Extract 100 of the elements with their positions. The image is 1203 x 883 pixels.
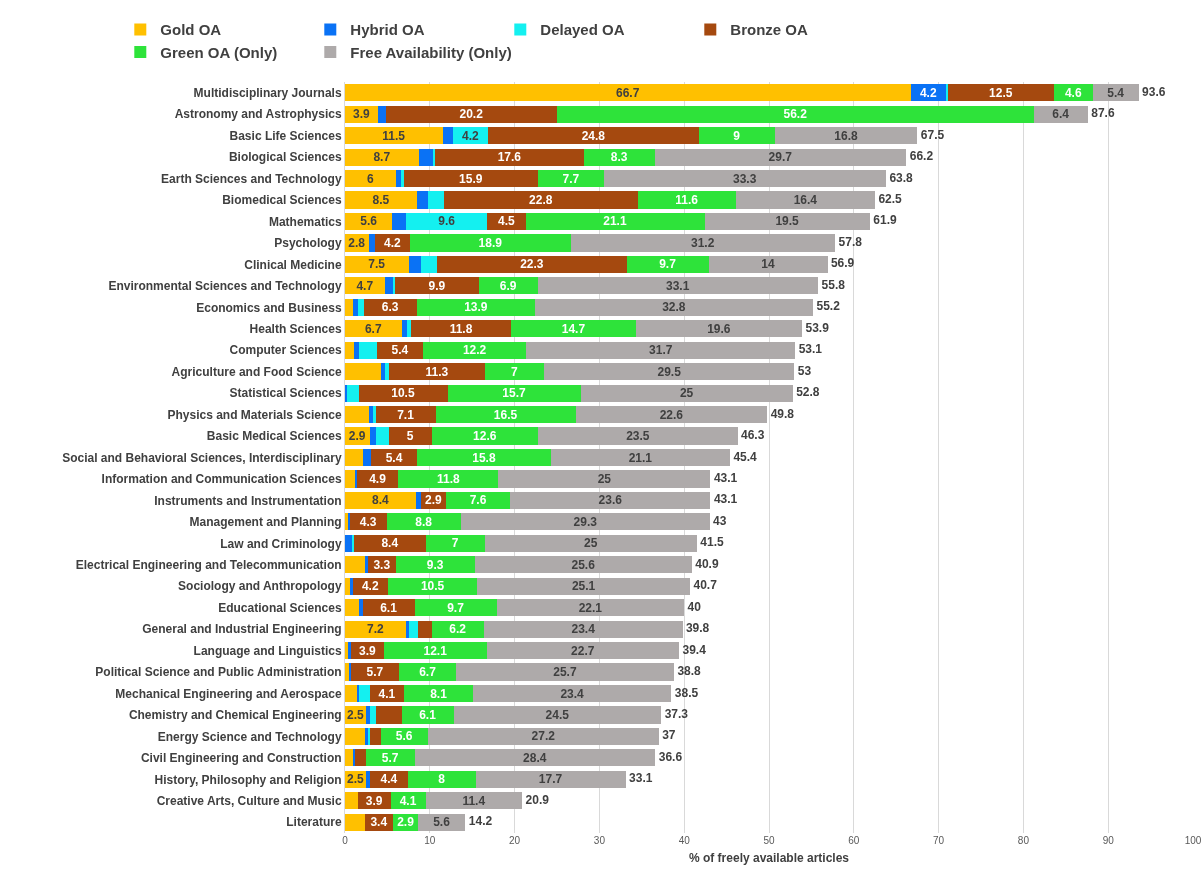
- data-label: 4.5: [498, 214, 516, 229]
- data-label: 22.3: [520, 257, 544, 272]
- bar: [414, 749, 656, 767]
- bar: [345, 255, 409, 273]
- bar: [345, 341, 355, 359]
- data-label: 33.3: [732, 171, 757, 186]
- bar: [510, 491, 711, 509]
- data-label: 16.4: [793, 193, 818, 208]
- bar: [345, 363, 381, 381]
- data-label: 4.1: [399, 793, 417, 808]
- data-label: 16.8: [834, 128, 859, 143]
- data-label: 2.9: [425, 493, 443, 508]
- total-label: 53.9: [805, 320, 830, 335]
- legend-label: Bronze OA: [730, 21, 808, 39]
- total-label: 45.4: [733, 449, 758, 464]
- total-label: 56.9: [830, 256, 855, 271]
- bar: [401, 320, 407, 338]
- bar: [414, 599, 497, 617]
- bar: [375, 427, 390, 445]
- bar: [708, 255, 828, 273]
- data-label: 9.9: [428, 278, 446, 293]
- x-tick-label: 10: [424, 835, 436, 846]
- data-label: 23.5: [626, 429, 650, 444]
- bar: [369, 427, 376, 445]
- bar: [654, 148, 907, 166]
- total-label: 39.8: [685, 621, 710, 636]
- y-tick-label: Psychology: [274, 236, 342, 251]
- data-label: 6.1: [419, 707, 437, 722]
- legend-label: Delayed OA: [540, 21, 625, 39]
- data-label: 5.4: [385, 450, 403, 465]
- data-label: 8.8: [415, 514, 433, 529]
- data-label: 5.7: [381, 750, 399, 765]
- bar: [453, 706, 662, 724]
- data-label: 33.1: [666, 278, 690, 293]
- data-label: 6.2: [449, 622, 467, 637]
- data-label: 4.6: [1064, 85, 1082, 100]
- bar: [475, 770, 626, 788]
- bar: [395, 277, 479, 295]
- x-tick-label: 40: [678, 835, 691, 846]
- bar: [428, 727, 659, 746]
- y-tick-label: Earth Sciences and Technology: [161, 171, 342, 186]
- data-label: 2.8: [348, 235, 366, 250]
- total-label: 38.8: [677, 664, 702, 679]
- bar: [525, 212, 705, 231]
- bar: [635, 320, 803, 338]
- bar: [389, 363, 485, 381]
- bar: [345, 684, 357, 703]
- bar: [385, 105, 557, 123]
- bar: [384, 363, 390, 381]
- bar: [557, 105, 1034, 123]
- bar: [398, 470, 499, 488]
- y-tick-label: Social and Behavioral Sciences, Interdisciplinary: [62, 450, 342, 465]
- bar: [345, 663, 350, 681]
- data-label: 9.3: [426, 557, 444, 572]
- bar: [735, 191, 875, 209]
- bar: [345, 84, 911, 102]
- bar: [345, 169, 396, 188]
- y-tick-label: Multidisciplinary Journals: [193, 85, 342, 100]
- y-tick-label: Instruments and Instrumentation: [154, 493, 342, 508]
- bar: [435, 406, 576, 424]
- total-label: 55.2: [816, 299, 841, 314]
- total-label: 37.3: [664, 706, 689, 721]
- bar: [584, 148, 655, 166]
- data-label: 4.3: [359, 514, 377, 529]
- bar: [345, 727, 365, 746]
- y-tick-label: Astronomy and Astrophysics: [174, 107, 342, 122]
- bar: [380, 363, 385, 381]
- total-label: 53.1: [798, 342, 823, 357]
- data-label: 29.5: [657, 364, 682, 379]
- data-label: 12.6: [473, 429, 497, 444]
- data-label: 19.6: [707, 321, 731, 336]
- bar: [478, 277, 538, 295]
- bar: [488, 127, 699, 145]
- total-label: 43.1: [713, 470, 738, 485]
- total-label: 55.8: [821, 277, 846, 292]
- data-label: 5.6: [360, 214, 378, 229]
- data-label: 8.3: [610, 150, 628, 165]
- data-label: 7.6: [469, 493, 487, 508]
- bar: [358, 341, 378, 359]
- bar: [345, 320, 402, 338]
- data-label: 22.7: [571, 643, 595, 658]
- bar: [417, 448, 552, 467]
- data-label: 25: [679, 386, 694, 401]
- y-tick-label: Clinical Medicine: [244, 257, 342, 272]
- bar: [461, 513, 710, 531]
- y-tick-label: Health Sciences: [249, 321, 342, 336]
- bar: [345, 556, 366, 574]
- data-label: 25: [597, 471, 612, 486]
- bar: [431, 427, 539, 445]
- data-label: 6.9: [499, 278, 517, 293]
- data-label: 12.5: [989, 85, 1013, 100]
- total-label: 62.5: [878, 192, 903, 207]
- data-label: 9: [733, 128, 741, 143]
- y-tick-label: Mathematics: [268, 214, 342, 229]
- bar: [418, 148, 434, 166]
- x-tick-label: 60: [848, 835, 860, 846]
- data-label: 7.1: [397, 407, 415, 422]
- bar: [417, 191, 429, 209]
- total-label: 52.8: [796, 385, 820, 400]
- bar: [345, 749, 353, 767]
